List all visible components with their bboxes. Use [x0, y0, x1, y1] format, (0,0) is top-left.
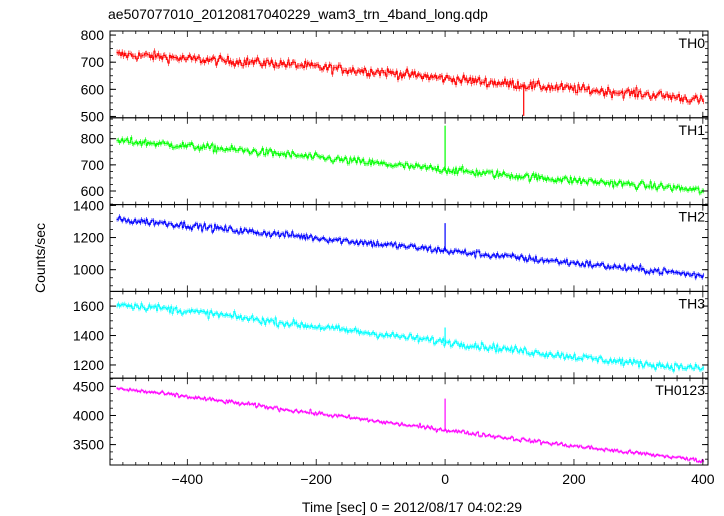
chart-title: ae507077010_20120817040229_wam3_trn_4ban…	[108, 6, 488, 22]
panel-label-th0123: TH0123	[655, 382, 705, 398]
y-tick-label: 1200	[73, 357, 104, 373]
y-tick-label: 1000	[73, 262, 104, 278]
series-errorbars-th3	[116, 301, 704, 374]
panel-label-th0: TH0	[679, 35, 706, 51]
panel-label-th3: TH3	[679, 295, 706, 311]
series-errorbars-th0	[116, 48, 704, 105]
y-tick-label: 800	[81, 27, 105, 43]
panels-group: 500 600 700 800 TH0 600 700 800 TH1 1000 1200 1400 T…	[73, 27, 715, 487]
y-tick-label: 500	[81, 108, 105, 124]
y-tick-label: 600	[81, 183, 105, 199]
panel-th0: 500 600 700 800 TH0	[81, 27, 709, 124]
y-tick-label: 1400	[73, 197, 104, 213]
y-tick-label: 800	[81, 131, 105, 147]
panel-label-th2: TH2	[679, 209, 706, 225]
x-tick-label: 400	[691, 471, 715, 487]
x-tick-label: 0	[441, 471, 449, 487]
x-tick-label: −200	[300, 471, 332, 487]
y-axis-label: Counts/sec	[32, 223, 48, 293]
y-tick-label: 1600	[73, 298, 104, 314]
panel-th2: 1000 1200 1400 TH2	[73, 197, 709, 292]
y-tick-label: 4000	[73, 407, 104, 423]
y-tick-label: 4500	[73, 378, 104, 394]
series-errorbars-th1	[116, 135, 704, 196]
panel-th1: 600 700 800 TH1	[81, 117, 709, 206]
panel-frame	[109, 117, 709, 206]
series-errorbars-th2	[116, 214, 704, 281]
panel-th3: 1200 1400 1600 TH3	[73, 290, 709, 379]
y-tick-label: 700	[81, 54, 105, 70]
panel-frame	[109, 377, 709, 466]
x-tick-label: 200	[562, 471, 586, 487]
series-line-th2	[116, 215, 705, 279]
panel-frame	[109, 204, 709, 292]
y-tick-label: 1200	[73, 230, 104, 246]
panel-th0123: 3500 4000 4500 TH0123	[73, 377, 709, 466]
series-errorbars-th0123	[116, 386, 704, 464]
y-tick-label: 3500	[73, 437, 104, 453]
panel-label-th1: TH1	[679, 122, 706, 138]
y-tick-label: 600	[81, 81, 105, 97]
y-tick-label: 1400	[73, 328, 104, 344]
y-tick-label: 700	[81, 157, 105, 173]
x-axis-label: Time [sec] 0 = 2012/08/17 04:02:29	[302, 499, 522, 515]
x-tick-label: −400	[172, 471, 204, 487]
series-line-th0	[116, 50, 705, 103]
